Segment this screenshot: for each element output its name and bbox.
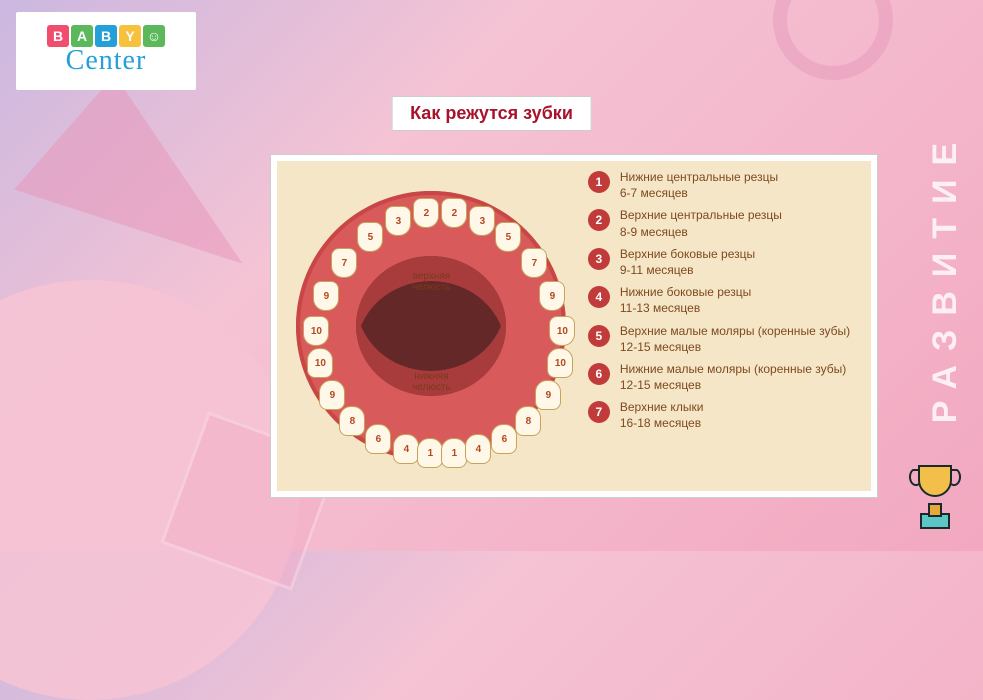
- tooth: 4: [465, 434, 491, 464]
- legend-badge: 2: [588, 209, 610, 231]
- logo-block: Y: [119, 25, 141, 47]
- legend-badge: 7: [588, 401, 610, 423]
- infographic-card: верхняячелюсть нижняячелюсть 10975322357…: [270, 154, 878, 498]
- logo-block: ☺: [143, 25, 165, 47]
- tooth: 8: [339, 406, 365, 436]
- legend-text: Верхние малые моляры (коренные зубы)12-1…: [620, 323, 850, 355]
- tooth: 9: [313, 281, 339, 311]
- legend-row: 7 Верхние клыки16-18 месяцев: [588, 399, 865, 431]
- lower-jaw-label: нижняячелюсть: [412, 371, 451, 393]
- legend-text: Нижние боковые резцы11-13 месяцев: [620, 284, 751, 316]
- sidebar-category-label: РАЗВИТИЕ: [926, 128, 965, 422]
- tooth: 10: [549, 316, 575, 346]
- tooth: 2: [441, 198, 467, 228]
- legend-badge: 3: [588, 248, 610, 270]
- tooth: 5: [357, 222, 383, 252]
- tooth: 7: [521, 248, 547, 278]
- legend-text: Верхние центральные резцы8-9 месяцев: [620, 207, 782, 239]
- legend-row: 2 Верхние центральные резцы8-9 месяцев: [588, 207, 865, 239]
- legend-text: Нижние малые моляры (коренные зубы)12-15…: [620, 361, 846, 393]
- tooth: 2: [413, 198, 439, 228]
- legend-row: 1 Нижние центральные резцы6-7 месяцев: [588, 169, 865, 201]
- tooth: 1: [417, 438, 443, 468]
- logo-blocks: B A B Y ☺: [47, 25, 165, 47]
- tooth: 3: [469, 206, 495, 236]
- legend-row: 3 Верхние боковые резцы9-11 месяцев: [588, 246, 865, 278]
- logo-block: B: [47, 25, 69, 47]
- logo-word: Center: [66, 45, 147, 77]
- legend-badge: 1: [588, 171, 610, 193]
- legend-badge: 4: [588, 286, 610, 308]
- tooth: 3: [385, 206, 411, 236]
- logo: B A B Y ☺ Center: [16, 12, 196, 90]
- legend-row: 4 Нижние боковые резцы11-13 месяцев: [588, 284, 865, 316]
- tooth: 6: [491, 424, 517, 454]
- legend-row: 6 Нижние малые моляры (коренные зубы)12-1…: [588, 361, 865, 393]
- logo-block: A: [71, 25, 93, 47]
- legend-row: 5 Верхние малые моляры (коренные зубы)12-…: [588, 323, 865, 355]
- tooth: 10: [547, 348, 573, 378]
- legend-badge: 5: [588, 325, 610, 347]
- tooth: 9: [539, 281, 565, 311]
- legend-text: Верхние боковые резцы9-11 месяцев: [620, 246, 755, 278]
- bg-ring: [773, 0, 893, 80]
- tooth: 1: [441, 438, 467, 468]
- tooth: 8: [515, 406, 541, 436]
- tooth: 4: [393, 434, 419, 464]
- tooth: 9: [535, 380, 561, 410]
- tooth: 10: [303, 316, 329, 346]
- upper-jaw-label: верхняячелюсть: [412, 271, 451, 293]
- trophy-icon: [907, 458, 963, 535]
- logo-block: B: [95, 25, 117, 47]
- teeth-diagram: верхняячелюсть нижняячелюсть 10975322357…: [277, 161, 586, 491]
- teething-legend: 1 Нижние центральные резцы6-7 месяцев 2 Вер…: [586, 161, 871, 491]
- legend-text: Нижние центральные резцы6-7 месяцев: [620, 169, 778, 201]
- legend-badge: 6: [588, 363, 610, 385]
- mouth-outer: верхняячелюсть нижняячелюсть 10975322357…: [296, 191, 566, 461]
- tooth: 7: [331, 248, 357, 278]
- legend-text: Верхние клыки16-18 месяцев: [620, 399, 704, 431]
- tooth: 6: [365, 424, 391, 454]
- tooth: 5: [495, 222, 521, 252]
- tooth: 9: [319, 380, 345, 410]
- tooth: 10: [307, 348, 333, 378]
- page-title: Как режутся зубки: [391, 96, 592, 131]
- page-title-text: Как режутся зубки: [410, 103, 573, 123]
